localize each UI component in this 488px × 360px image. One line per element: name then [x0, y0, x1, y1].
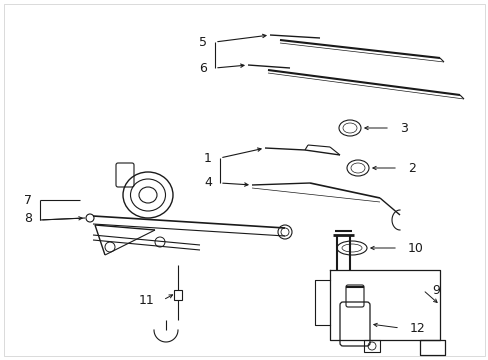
Text: 11: 11 [138, 293, 154, 306]
Text: 5: 5 [199, 36, 206, 49]
Bar [174, 290, 182, 300]
Text: 10: 10 [407, 242, 423, 255]
Text: 6: 6 [199, 62, 206, 75]
Text: 1: 1 [203, 152, 212, 165]
Text: 12: 12 [409, 321, 425, 334]
Text: 7: 7 [24, 194, 32, 207]
Text: 8: 8 [24, 211, 32, 225]
Text: 9: 9 [431, 284, 439, 297]
Text: 3: 3 [399, 122, 407, 135]
Text: 4: 4 [203, 176, 212, 189]
Bar [363, 340, 379, 352]
Text: 2: 2 [407, 162, 415, 175]
